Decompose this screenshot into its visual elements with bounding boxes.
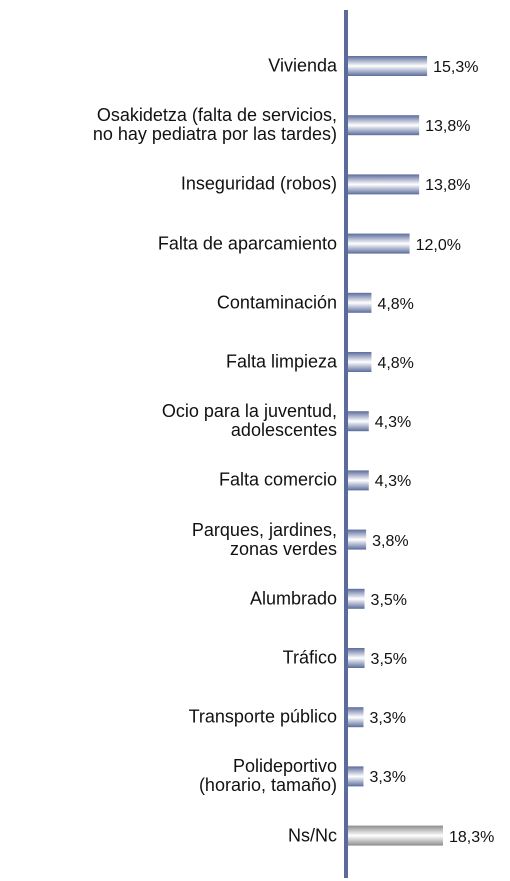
- bar: [346, 648, 365, 668]
- category-label: Falta limpieza: [225, 351, 337, 372]
- category-label: Alumbrado: [249, 588, 337, 609]
- bar: [346, 233, 410, 254]
- category-label: Osakidetza (falta de servicios, no hay p…: [92, 105, 337, 145]
- category-label: Transporte público: [188, 706, 337, 727]
- value-label: 4,3%: [374, 473, 412, 491]
- bar: [346, 529, 367, 550]
- bar: [346, 292, 372, 313]
- bar: [346, 56, 428, 76]
- value-label: 3,3%: [369, 769, 406, 787]
- value-label: 4,3%: [374, 414, 412, 432]
- value-label: 13,8%: [425, 118, 471, 136]
- value-label: 4,8%: [377, 355, 414, 372]
- category-label: Parques, jardines, zonas verdes: [191, 519, 337, 559]
- value-label: 18,3%: [448, 828, 495, 846]
- value-label: 13,8%: [425, 177, 471, 195]
- bar: [346, 707, 364, 728]
- category-label: Ocio para la juventud, adolescentes: [161, 401, 337, 441]
- bar: [346, 411, 369, 432]
- bar: [346, 352, 372, 372]
- value-label: 12,0%: [415, 236, 461, 254]
- value-label: 3,3%: [369, 710, 406, 728]
- value-label: 15,3%: [433, 59, 479, 76]
- bar: [346, 174, 420, 195]
- category-label: Falta de aparcamiento: [157, 233, 337, 254]
- bar: [346, 766, 364, 787]
- bar: [346, 825, 443, 846]
- category-label: Inseguridad (robos): [180, 173, 337, 194]
- bar: [346, 588, 365, 609]
- bar: [346, 470, 369, 491]
- category-label: Ns/Nc: [288, 825, 337, 846]
- category-label: Polideportivo (horario, tamaño): [198, 756, 337, 796]
- category-label: Vivienda: [268, 55, 337, 76]
- bar: [346, 115, 420, 136]
- value-label: 3,8%: [372, 532, 409, 550]
- category-label: Tráfico: [282, 647, 337, 668]
- category-label: Contaminación: [216, 292, 337, 313]
- category-label: Falta comercio: [218, 469, 337, 490]
- value-label: 3,5%: [370, 651, 408, 668]
- value-label: 4,8%: [377, 295, 414, 313]
- value-label: 3,5%: [370, 591, 408, 609]
